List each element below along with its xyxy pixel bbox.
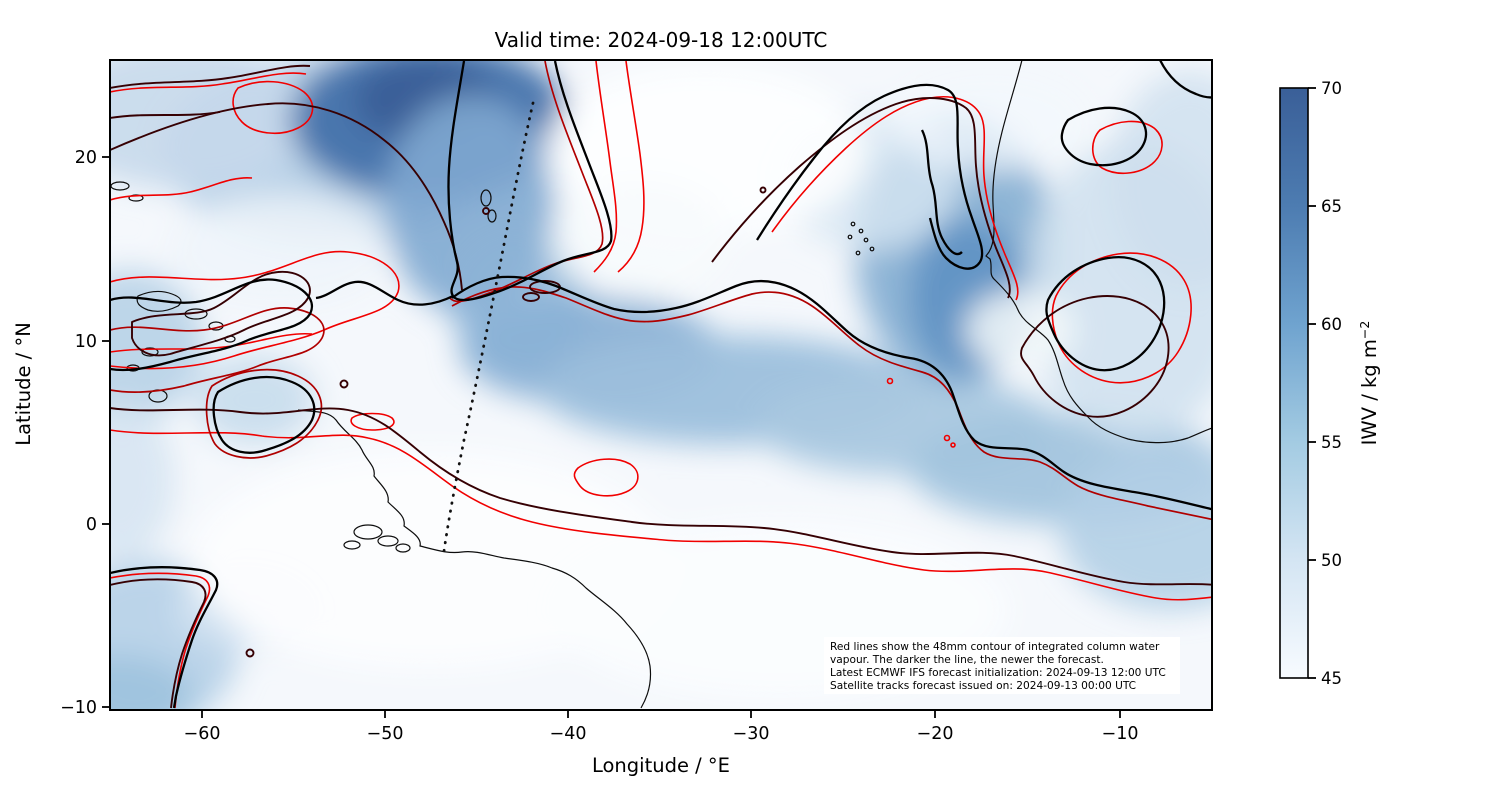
x-axis-title: Longitude / °E: [592, 754, 730, 777]
colorbar-tick-label: 65: [1321, 197, 1342, 216]
map-area: Red lines show the 48mm contour of integ…: [110, 60, 1212, 710]
annotation-line-1: Red lines show the 48mm contour of integ…: [830, 641, 1160, 653]
forecast-contours-newer-maroon: [110, 64, 1212, 709]
x-tick-label: −30: [733, 724, 770, 744]
amazon-delta-island: [377, 535, 399, 547]
cape-verde-islands: [847, 221, 875, 256]
colorbar-title-base: IWV / kg m: [1358, 339, 1381, 445]
x-tick-label: −40: [550, 724, 587, 744]
y-tick-label: 0: [86, 515, 97, 535]
plot-title: Valid time: 2024-09-18 12:00UTC: [495, 28, 828, 52]
y-axis: [102, 156, 110, 708]
caribbean-islands: [110, 181, 497, 403]
annotation-line-3: Latest ECMWF IFS forecast initialization…: [830, 667, 1166, 679]
forecast-contours-oldest-red: [110, 60, 1212, 709]
x-axis-tick-labels: −60 −50 −40 −30 −20 −10: [184, 724, 1139, 744]
colorbar-tick-labels: 70 65 60 55 50 45: [1321, 79, 1342, 688]
annotation-line-4: Satellite tracks forecast issued on: 202…: [830, 680, 1136, 692]
x-tick-label: −60: [184, 724, 221, 744]
colorbar-tick-label: 55: [1321, 433, 1342, 452]
amazon-delta-island: [343, 540, 361, 550]
y-tick-label: 10: [75, 332, 97, 352]
y-tick-label: −10: [60, 698, 97, 718]
colorbar-gradient: [1279, 87, 1309, 679]
colorbar-tick-label: 50: [1321, 551, 1342, 570]
x-tick-label: −10: [1102, 724, 1139, 744]
colorbar: 70 65 60 55 50 45 IWV / kg m−2: [1279, 79, 1381, 688]
annotation-box: Red lines show the 48mm contour of integ…: [824, 637, 1180, 694]
colorbar-title: IWV / kg m−2: [1357, 321, 1381, 446]
x-axis: [201, 710, 1121, 718]
iwv-field: [110, 60, 1212, 710]
y-tick-label: 20: [75, 148, 97, 168]
colorbar-tick-label: 70: [1321, 79, 1342, 98]
annotation-line-2: vapour. The darker the line, the newer t…: [830, 654, 1104, 666]
annotation-background: [824, 637, 1180, 694]
colorbar-tick-label: 45: [1321, 669, 1342, 688]
amazon-delta-island: [353, 524, 383, 540]
forecast-contour-latest-black: [110, 60, 1212, 709]
colorbar-title-exponent: −2: [1357, 321, 1372, 339]
amazon-delta-island: [395, 543, 411, 553]
x-tick-label: −50: [367, 724, 404, 744]
colorbar-ticks: [1308, 87, 1316, 679]
x-tick-label: −20: [917, 724, 954, 744]
plot-frame: [109, 59, 1213, 711]
coastlines: [110, 60, 1212, 709]
colorbar-tick-label: 60: [1321, 315, 1342, 334]
y-axis-title: Latitude / °N: [12, 322, 35, 446]
coastline-africa: [985, 60, 1212, 444]
y-axis-tick-labels: 20 10 0 −10: [60, 148, 97, 718]
coastline-south-america: [297, 409, 652, 709]
